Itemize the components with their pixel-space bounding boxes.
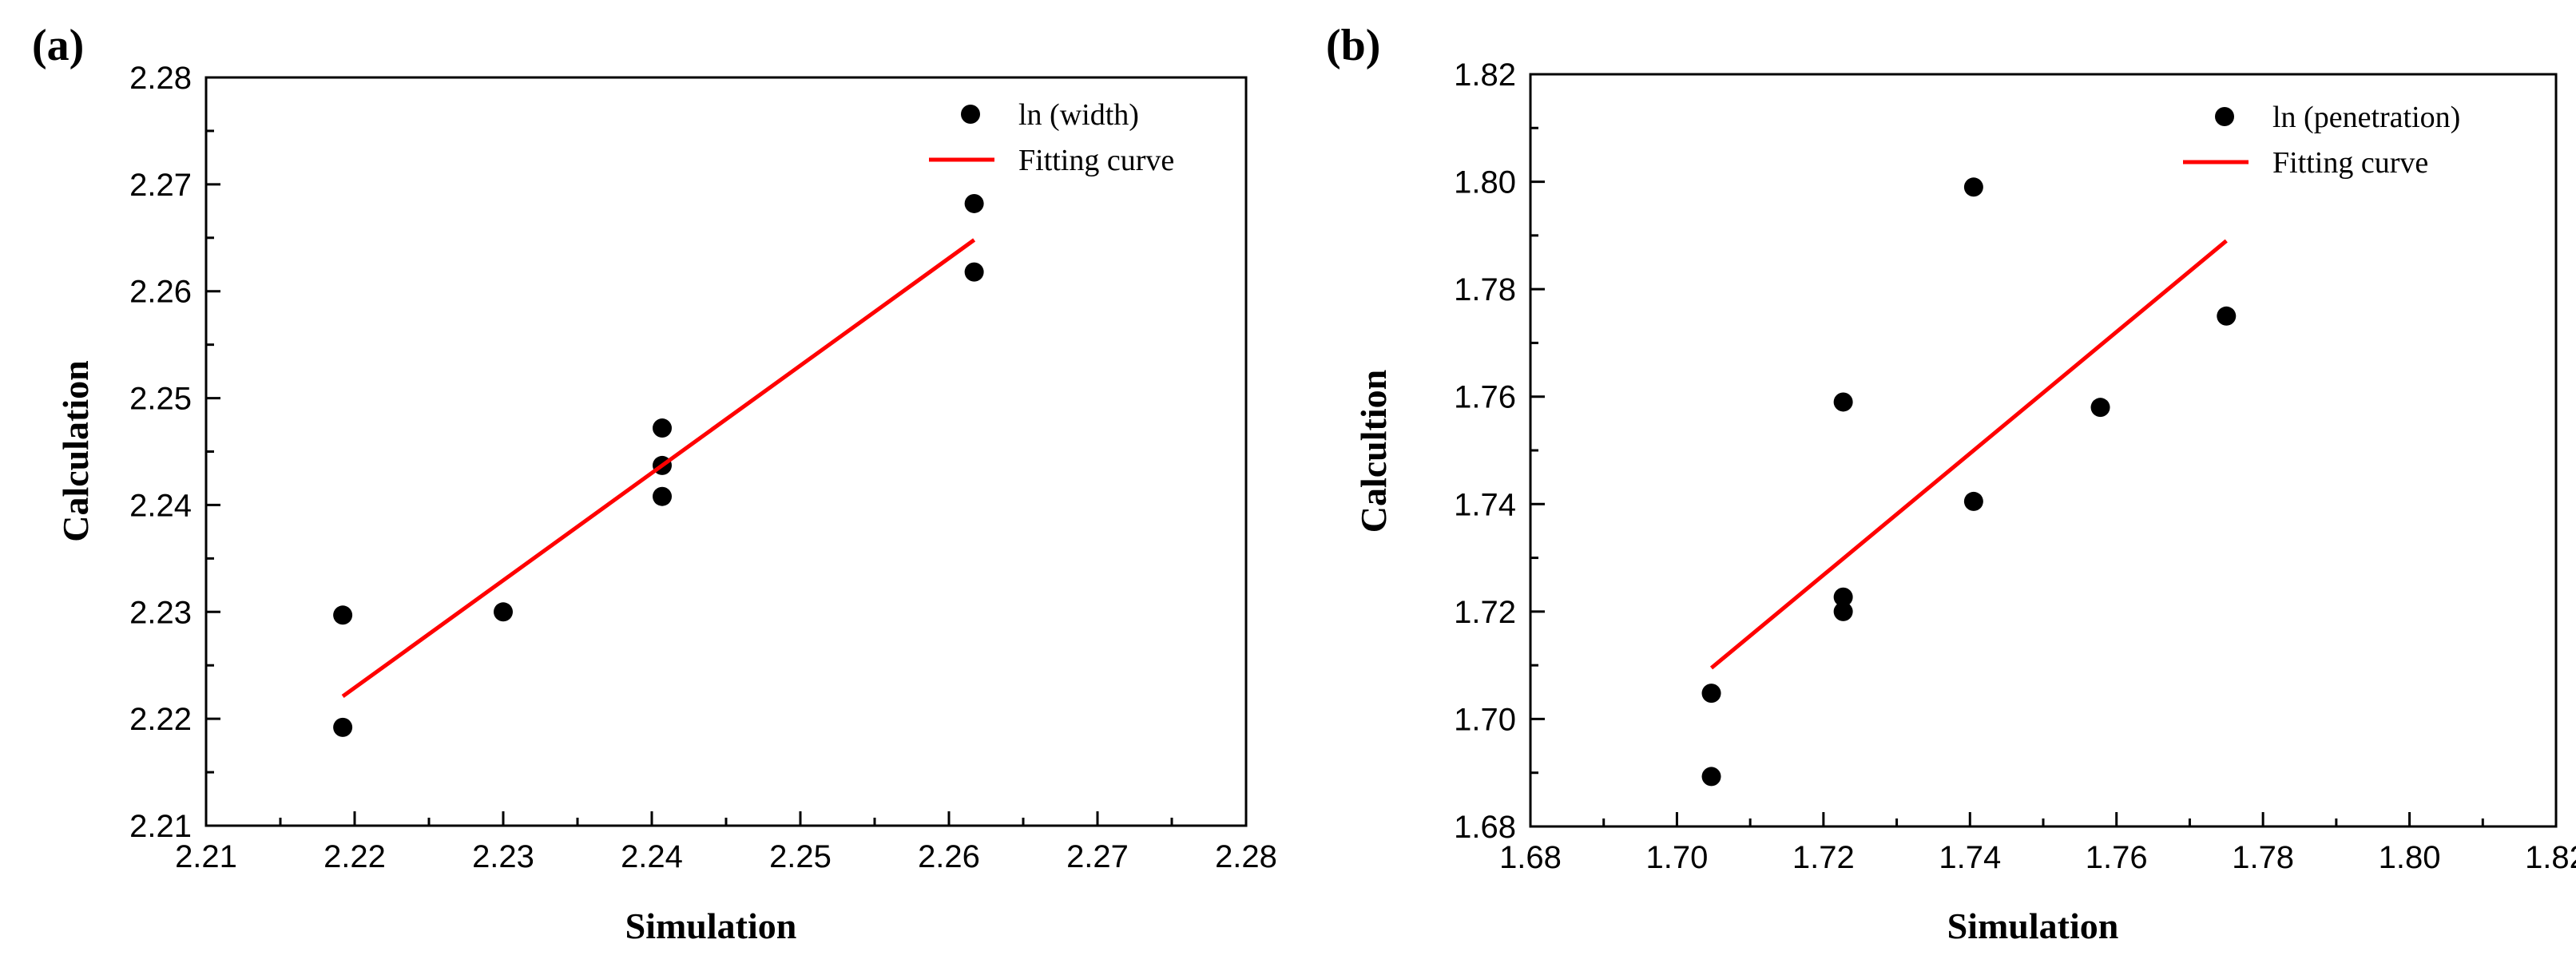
chart-panel-b: 1.68 1.70 1.72 1.74 1.76 1.78 1.80 1.82 1.68 1.70…	[1326, 21, 2576, 946]
y-axis-title: Calculation	[55, 360, 96, 541]
x-axis-title: Simulation	[1947, 906, 2119, 946]
y-tick-label: 1.68	[1454, 810, 1516, 845]
y-tick-label: 1.70	[1454, 702, 1516, 737]
y-tick-label: 2.22	[129, 702, 192, 737]
x-tick-label: 1.82	[2525, 840, 2576, 875]
x-tick-label: 1.70	[1645, 840, 1708, 875]
data-point	[1833, 587, 1853, 607]
data-point	[653, 418, 673, 438]
y-tick-label: 1.82	[1454, 57, 1516, 93]
y-tick-label: 2.25	[129, 382, 192, 417]
data-point	[1701, 684, 1721, 704]
data-point	[1963, 491, 1983, 511]
x-tick-label: 2.21	[175, 839, 237, 874]
x-tick-label: 2.27	[1066, 839, 1129, 874]
data-point	[333, 605, 353, 625]
x-tick-label: 2.25	[769, 839, 832, 874]
data-point	[964, 193, 984, 213]
x-tick-label: 2.24	[621, 839, 683, 874]
legend-label-fit: Fitting curve	[1018, 144, 1174, 177]
panel-label: (b)	[1326, 21, 1380, 70]
x-tick-label: 2.23	[472, 839, 534, 874]
y-tick-label: 1.74	[1454, 487, 1516, 522]
data-point	[2090, 398, 2110, 418]
y-tick-label: 1.78	[1454, 272, 1516, 307]
data-point	[333, 717, 353, 737]
data-point	[2217, 306, 2237, 326]
plot-frame	[204, 76, 1248, 827]
data-point	[964, 262, 984, 282]
y-tick-label: 2.26	[129, 275, 192, 310]
data-point	[1701, 767, 1721, 787]
y-axis-title: Calcultion	[1353, 370, 1394, 533]
y-tick-label: 2.24	[129, 488, 192, 523]
x-tick-label: 1.78	[2232, 840, 2294, 875]
x-axis-title: Simulation	[625, 906, 797, 946]
x-tick-label: 1.80	[2379, 840, 2441, 875]
data-point	[1963, 177, 1983, 197]
legend-label-points: ln (penetration)	[2272, 101, 2460, 134]
x-tick-label: 1.68	[1499, 840, 1562, 875]
x-tick-label: 1.76	[2086, 840, 2148, 875]
y-tick-label: 1.80	[1454, 165, 1516, 200]
legend-label-points: ln (width)	[1018, 98, 1139, 132]
y-tick-label: 2.28	[129, 61, 192, 96]
y-tick-label: 2.27	[129, 168, 192, 203]
y-tick-label: 2.21	[129, 809, 192, 844]
x-tick-label: 1.74	[1939, 840, 2001, 875]
legend-point-marker	[2215, 107, 2234, 126]
legend-point-marker	[961, 105, 980, 124]
legend-label-fit: Fitting curve	[2272, 146, 2428, 180]
y-tick-label: 1.72	[1454, 595, 1516, 630]
data-point	[1833, 392, 1853, 412]
fitting-curve-line	[1709, 239, 2228, 670]
chart-panel-a: 2.21 2.22 2.23 2.24 2.25 2.26 2.27 2.28 2.21 2.22…	[32, 21, 1277, 946]
panel-label: (a)	[32, 21, 84, 70]
data-point	[494, 602, 513, 622]
fitting-curve-line	[341, 238, 976, 699]
plot-frame	[1529, 73, 2558, 828]
y-tick-label: 2.23	[129, 595, 192, 630]
data-point	[653, 486, 673, 506]
x-tick-label: 2.26	[918, 839, 980, 874]
x-tick-label: 2.22	[323, 839, 386, 874]
x-tick-label: 2.28	[1215, 839, 1277, 874]
x-tick-label: 1.72	[1792, 840, 1855, 875]
data-point	[1833, 601, 1853, 621]
y-tick-label: 1.76	[1454, 380, 1516, 415]
